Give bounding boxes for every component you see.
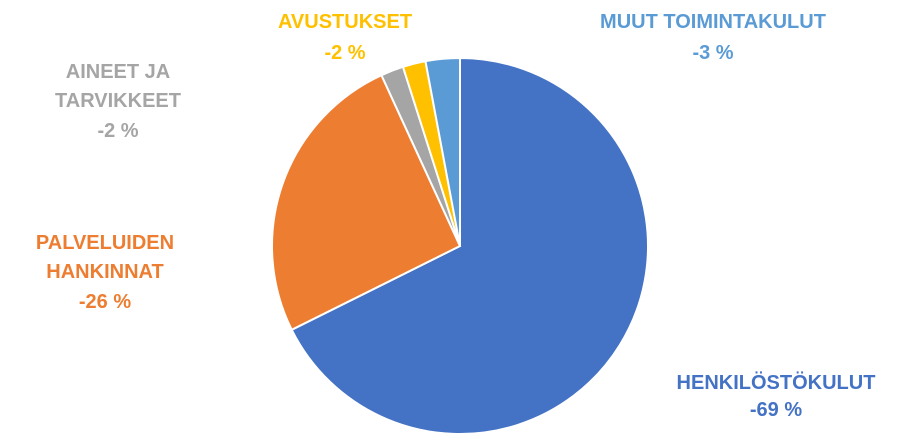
value-label: -69 % (749, 399, 803, 421)
value-label: -26 % (78, 291, 132, 313)
category-label: PALVELUIDEN HANKINNAT (35, 232, 175, 283)
value-label: -3 % (692, 42, 734, 64)
value-label: -2 % (324, 42, 366, 64)
value-label: -2 % (97, 120, 139, 142)
category-label: HENKILÖSTÖKULUT (676, 372, 876, 394)
category-label: AVUSTUKSET (277, 11, 413, 33)
pie-slice (424, 56, 461, 247)
pie-slice (290, 56, 649, 434)
category-label: MUUT TOIMINTAKULUT (600, 11, 826, 33)
category-label: AINEET JA TARVIKKEET (55, 61, 181, 112)
pie-slice (271, 73, 462, 332)
